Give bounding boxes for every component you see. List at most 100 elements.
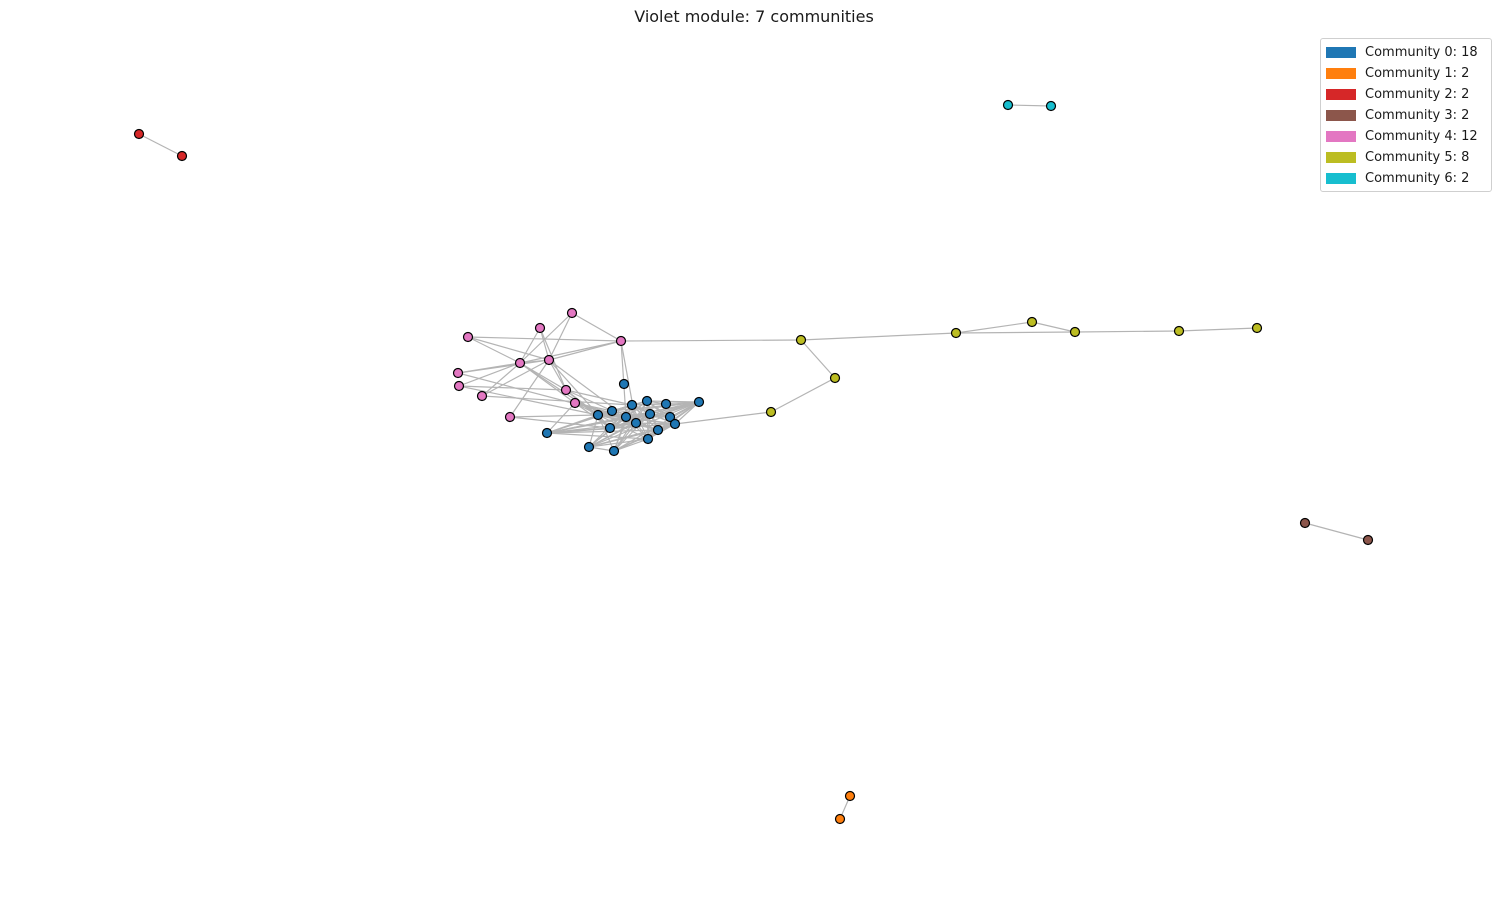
graph-edge: [519, 340, 622, 364]
graph-node-community-0: [583, 441, 595, 453]
graph-node-community-0: [642, 433, 654, 445]
graph-edge: [646, 400, 700, 403]
graph-edge: [458, 362, 521, 387]
graph-edge: [546, 432, 649, 440]
graph-node-community-4: [615, 335, 627, 347]
graph-edge: [625, 416, 676, 425]
graph-node-community-1: [834, 813, 846, 825]
graph-edge: [1178, 327, 1258, 332]
graph-node-community-0: [664, 411, 676, 423]
graph-node-community-0: [693, 396, 705, 408]
graph-edge: [138, 133, 183, 157]
graph-edge: [1304, 522, 1369, 541]
graph-node-community-0: [541, 427, 553, 439]
graph-edge: [519, 327, 541, 364]
graph-edge: [800, 332, 957, 341]
graph-edge: [597, 414, 659, 431]
graph-edge: [613, 438, 649, 452]
graph-edge: [955, 331, 1076, 334]
graph-node-community-6: [1045, 100, 1057, 112]
graph-node-community-4: [534, 322, 546, 334]
graph-edge: [674, 401, 700, 425]
graph-node-community-4: [560, 384, 572, 396]
graph-edge: [546, 427, 611, 434]
graph-edge: [467, 336, 521, 364]
legend-item: Community 5: 8: [1321, 147, 1491, 168]
graph-node-community-2: [176, 150, 188, 162]
graph-node-community-5: [1069, 326, 1081, 338]
legend-label: Community 3: 2: [1365, 108, 1470, 123]
graph-node-community-0: [606, 405, 618, 417]
graph-node-community-0: [669, 418, 681, 430]
graph-edge: [546, 413, 651, 434]
graph-edge: [481, 362, 521, 397]
legend: Community 0: 18 Community 1: 2 Community 2…: [1320, 38, 1492, 192]
legend-swatch: [1326, 173, 1356, 184]
graph-edge: [509, 359, 550, 418]
graph-node-community-5: [829, 372, 841, 384]
graph-edge: [588, 414, 599, 448]
graph-edge: [588, 429, 659, 448]
legend-item: Community 3: 2: [1321, 105, 1491, 126]
graph-edge: [546, 429, 659, 434]
graph-title: Violet module: 7 communities: [634, 7, 874, 26]
legend-label: Community 5: 8: [1365, 150, 1470, 165]
graph-edge: [770, 377, 836, 413]
graph-edge: [955, 321, 1033, 334]
legend-label: Community 6: 2: [1365, 171, 1470, 186]
graph-edge: [1031, 321, 1076, 333]
legend-item: Community 4: 12: [1321, 126, 1491, 147]
graph-node-community-4: [462, 331, 474, 343]
legend-item: Community 6: 2: [1321, 168, 1491, 189]
graph-edge: [674, 411, 772, 425]
graph-node-community-5: [950, 327, 962, 339]
graph-edge: [546, 402, 576, 434]
graph-node-community-5: [1251, 322, 1263, 334]
graph-node-community-5: [1173, 325, 1185, 337]
graph-edge: [467, 336, 550, 361]
graph-edge: [565, 389, 611, 429]
graph-node-community-4: [514, 357, 526, 369]
graph-edge: [509, 414, 599, 418]
graph-node-community-0: [652, 424, 664, 436]
graph-node-community-5: [1026, 316, 1038, 328]
legend-swatch: [1326, 68, 1356, 79]
graph-node-community-3: [1299, 517, 1311, 529]
graph-edge: [481, 359, 550, 397]
graph-node-community-4: [504, 411, 516, 423]
graph-node-community-4: [543, 354, 555, 366]
legend-swatch: [1326, 152, 1356, 163]
graph-edge: [800, 339, 836, 379]
graph-edge: [509, 416, 611, 429]
legend-item: Community 0: 18: [1321, 42, 1491, 63]
graph-node-community-3: [1362, 534, 1374, 546]
graph-edge: [548, 312, 573, 361]
graph-node-community-5: [765, 406, 777, 418]
graph-node-community-2: [133, 128, 145, 140]
legend-item: Community 2: 2: [1321, 84, 1491, 105]
graph-node-community-0: [641, 395, 653, 407]
graph-node-community-4: [476, 390, 488, 402]
legend-label: Community 1: 2: [1365, 66, 1470, 81]
graph-edge: [539, 327, 550, 361]
graph-node-community-0: [618, 378, 630, 390]
legend-label: Community 4: 12: [1365, 129, 1478, 144]
graph-node-community-4: [452, 367, 464, 379]
graph-node-community-0: [630, 417, 642, 429]
graph-edge: [458, 385, 567, 391]
legend-item: Community 1: 2: [1321, 63, 1491, 84]
legend-swatch: [1326, 89, 1356, 100]
graph-node-community-0: [660, 398, 672, 410]
legend-label: Community 2: 2: [1365, 87, 1470, 102]
graph-edge: [457, 359, 550, 374]
legend-swatch: [1326, 110, 1356, 121]
graph-node-community-6: [1002, 99, 1014, 111]
graph-edge: [548, 359, 567, 391]
graph-edge: [457, 372, 627, 418]
legend-swatch: [1326, 47, 1356, 58]
graph-node-community-0: [644, 408, 656, 420]
graph-edge: [571, 312, 622, 342]
graph-edge: [613, 413, 651, 452]
graph-edge: [1007, 104, 1052, 107]
graph-node-community-1: [844, 790, 856, 802]
